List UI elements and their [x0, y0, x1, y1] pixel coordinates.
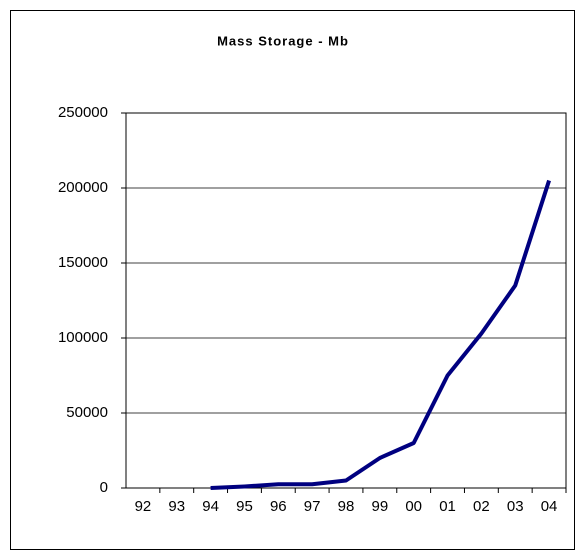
y-tick-label: 150000	[58, 254, 108, 271]
x-tick-label: 01	[439, 498, 456, 515]
y-tick-label: 50000	[66, 404, 108, 421]
chart-border	[10, 10, 575, 550]
x-tick-label: 96	[270, 498, 287, 515]
x-tick-label: 97	[304, 498, 321, 515]
x-tick-label: 02	[473, 498, 490, 515]
y-tick-label: 0	[100, 479, 108, 496]
x-tick-label: 04	[541, 498, 558, 515]
x-tick-label: 92	[135, 498, 152, 515]
chart-title: Mass Storage - Mb	[217, 33, 349, 48]
x-tick-label: 03	[507, 498, 524, 515]
x-tick-label: 00	[405, 498, 422, 515]
y-tick-label: 100000	[58, 329, 108, 346]
x-tick-label: 99	[372, 498, 389, 515]
y-tick-label: 250000	[58, 104, 108, 121]
x-tick-label: 95	[236, 498, 253, 515]
x-tick-label: 98	[338, 498, 355, 515]
data-line	[210, 179, 551, 490]
x-tick-label: 93	[168, 498, 185, 515]
y-tick-label: 200000	[58, 179, 108, 196]
x-tick-label: 94	[202, 498, 219, 515]
